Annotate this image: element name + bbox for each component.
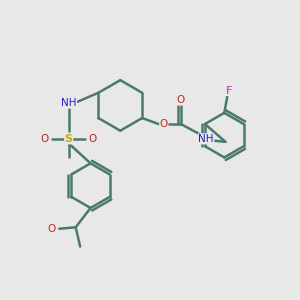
Text: F: F <box>226 85 232 96</box>
Text: O: O <box>41 134 49 144</box>
Text: NH: NH <box>61 98 76 108</box>
Text: S: S <box>65 134 73 144</box>
Text: O: O <box>47 224 55 234</box>
Text: NH: NH <box>198 134 214 144</box>
Text: O: O <box>160 119 168 129</box>
Text: O: O <box>177 94 185 105</box>
Text: O: O <box>88 134 97 144</box>
